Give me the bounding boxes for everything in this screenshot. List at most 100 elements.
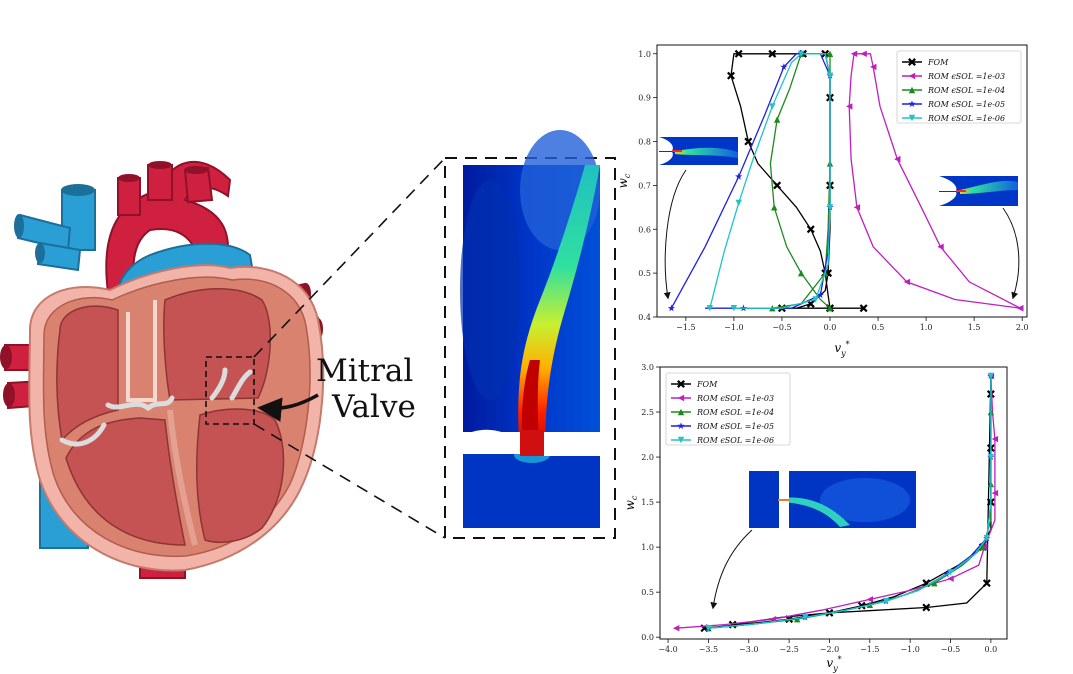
chart-top-series-1-point — [859, 304, 868, 313]
chart-bottom-legend-marker — [677, 380, 685, 388]
tricuspid-valve — [59, 422, 107, 447]
chart-top-xtick-label: −1.0 — [724, 323, 743, 332]
chart-bottom-xtick-label: −1.0 — [900, 645, 919, 654]
chart-top-series-3-point — [797, 269, 805, 277]
chart-top-series-2-point — [870, 63, 877, 71]
zoom-line-top — [253, 157, 446, 358]
chart-bottom-xlabel: vy* — [826, 655, 841, 673]
chart-bottom-series-1-point — [982, 579, 991, 588]
cfd-plume — [518, 165, 600, 455]
chart-top-series-2-point — [853, 204, 861, 211]
chart-bottom-ytick-label: 2.5 — [641, 408, 654, 417]
chart-top-legend: FOM ROM ϵSOL =1e-03 ROM ϵSOL =1e-04 ROM ϵSO… — [896, 50, 1022, 124]
chart-top-series-2-point — [846, 103, 853, 110]
annotation-arrow — [257, 393, 319, 422]
chart-top-series-5-point — [769, 103, 776, 110]
chart-top-series-5-point — [797, 50, 805, 57]
chart-top-series-4-point — [816, 291, 824, 299]
chart-top-ytick-label: 0.8 — [638, 138, 651, 147]
left-atrium — [163, 288, 272, 401]
chart-bottom-series-5-point — [947, 569, 954, 576]
chart-bottom-xtick-label: −1.5 — [860, 645, 879, 654]
chart-bottom-series-line-2 — [676, 375, 996, 629]
chart-top-series-2-point — [937, 243, 944, 251]
chart-top-series-4-point — [780, 63, 788, 70]
chart-top-series-1-point — [727, 71, 735, 80]
chart-bottom-xtick-label: −0.5 — [941, 645, 960, 654]
chart-top-series-4-point — [667, 304, 675, 312]
chart-bottom-legend-marker — [677, 408, 685, 416]
interventricular-septum — [167, 409, 198, 546]
chart-bottom-inset — [749, 471, 916, 528]
chart-bottom-series-4-point — [942, 570, 951, 578]
chart-top-xtick-label: 0.5 — [872, 323, 885, 332]
chart-bottom-xtick-label: −3.0 — [739, 645, 758, 654]
chart-top-series-3-point — [826, 50, 834, 57]
chart-top-series-1-point — [806, 225, 815, 234]
chart-top-series-5-point — [730, 305, 738, 312]
chart-bottom-ytick-label: 0.5 — [641, 588, 654, 597]
chart-bottom-series-2-point — [981, 543, 988, 551]
chart-top-series-line-5 — [709, 53, 831, 309]
chart-top-legend-label: ROM ϵSOL =1e-04 — [927, 86, 1005, 95]
interatrial-septum — [126, 300, 157, 402]
chart-top-xtick-label: −0.5 — [772, 323, 791, 332]
chart-top-series-3-point — [826, 305, 834, 312]
chart-top-inset-left — [659, 137, 738, 165]
chart-top-series-5-point — [826, 72, 834, 79]
chart-bottom-series-3-point — [979, 543, 986, 551]
chart-bottom-ytick-label: 0.0 — [641, 633, 654, 642]
chart-bottom-xtick-label: −2.5 — [779, 645, 798, 654]
chart-top-ytick-label: 0.7 — [638, 181, 651, 190]
aorta-branch-1 — [117, 177, 141, 216]
chart-top-ytick-label: 0.6 — [638, 225, 651, 234]
chart-bottom-series-3-point — [931, 579, 938, 587]
zoom-line-bottom — [253, 423, 446, 539]
chart-bottom-legend-label: ROM ϵSOL =1e-04 — [696, 408, 774, 417]
chart-bottom-xtick-label: −3.5 — [699, 645, 718, 654]
chart-top-series-1-point — [734, 49, 743, 58]
mitral-valve-leaflet-1 — [209, 367, 228, 401]
chart-bottom-legend-marker — [677, 422, 685, 430]
chart-top-series-2-point — [894, 155, 901, 163]
chart-top-xtick-label: −1.5 — [676, 323, 695, 332]
chart-top-legend-marker — [908, 114, 916, 122]
chart-bottom-legend-box — [665, 372, 791, 446]
mitral-valve-leaflet-2 — [229, 369, 253, 401]
chart-bottom-xtick-label: 0.0 — [984, 645, 997, 654]
chart-top-xtick-label: 1.5 — [968, 323, 981, 332]
chart-bottom-series-5-point — [705, 624, 712, 632]
chart-top-series-5-point — [812, 296, 819, 303]
chart-top-series-4-point — [735, 172, 743, 180]
chart-bottom: −4.0 −3.5 −3.0 −2.5 −2.0 −1.5 −1.0 −0.5 0.0 0.0 0.… — [623, 363, 1008, 673]
chart-bottom-legend-label: ROM ϵSOL =1e-03 — [696, 394, 774, 403]
chart-top-xtick-label: 0.0 — [824, 323, 837, 332]
chart-top-legend-label: ROM ϵSOL =1e-05 — [927, 100, 1005, 109]
chart-top-xlabel: vy* — [834, 340, 849, 358]
chart-top-ytick-label: 0.5 — [638, 269, 651, 278]
chart-top-series-2-point — [903, 278, 911, 286]
chart-bottom-legend-label: ROM ϵSOL =1e-05 — [696, 422, 774, 431]
chart-bottom-ytick-label: 1.0 — [641, 543, 654, 552]
chart-bottom-series-2-point — [866, 596, 874, 603]
zoom-box — [205, 356, 255, 425]
annotation-mitral: Mitral — [316, 353, 413, 389]
aorta-branch-2 — [147, 164, 173, 201]
chart-top-legend-label: FOM — [927, 58, 949, 67]
chart-top-xtick-label: 2.0 — [1016, 323, 1029, 332]
chart-bottom-xtick-label: −4.0 — [658, 645, 677, 654]
chart-bottom-series-3-point — [793, 615, 801, 623]
chart-top-ytick-label: 0.4 — [638, 313, 651, 322]
chart-top-legend-marker — [908, 100, 916, 108]
chart-top-series-2-point — [860, 50, 867, 57]
chart-top-legend-label: ROM ϵSOL =1e-06 — [927, 114, 1005, 123]
chart-top-legend-marker — [908, 72, 916, 80]
chart-top-series-3-point — [773, 116, 781, 123]
chart-bottom-series-5-point — [987, 372, 995, 380]
chart-bottom-ytick-label: 2.0 — [641, 453, 654, 462]
chart-bottom-series-5-point — [987, 453, 995, 461]
chart-bottom-legend-label: ROM ϵSOL =1e-06 — [696, 436, 774, 445]
chart-bottom-ylabel: wc — [623, 495, 639, 510]
cfd-velocity-field — [460, 130, 600, 528]
